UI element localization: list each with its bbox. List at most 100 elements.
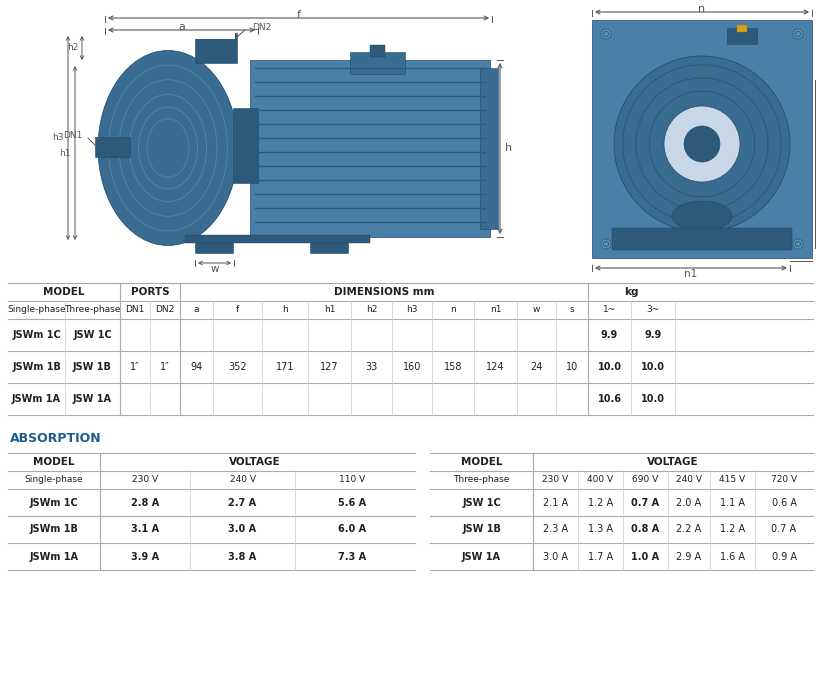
Text: Single-phase: Single-phase bbox=[25, 475, 83, 485]
Text: 171: 171 bbox=[276, 362, 294, 372]
Text: h: h bbox=[282, 306, 288, 314]
Text: DN1: DN1 bbox=[126, 306, 144, 314]
Text: h3: h3 bbox=[406, 306, 418, 314]
Text: 3.9 A: 3.9 A bbox=[131, 551, 159, 562]
Text: 9.9: 9.9 bbox=[601, 330, 618, 340]
Text: 1~: 1~ bbox=[603, 306, 616, 314]
Text: 1.1 A: 1.1 A bbox=[720, 498, 745, 507]
Text: VOLTAGE: VOLTAGE bbox=[647, 457, 699, 467]
Text: 2.2 A: 2.2 A bbox=[677, 524, 702, 534]
Text: JSWm 1C: JSWm 1C bbox=[30, 498, 78, 507]
Text: 158: 158 bbox=[443, 362, 462, 372]
Text: 3.0 A: 3.0 A bbox=[228, 524, 256, 534]
Text: MODEL: MODEL bbox=[461, 457, 502, 467]
Circle shape bbox=[793, 239, 803, 249]
Bar bbox=[185, 235, 370, 243]
Text: JSW 1A: JSW 1A bbox=[73, 394, 112, 404]
Text: 10.6: 10.6 bbox=[598, 394, 621, 404]
Text: JSW 1C: JSW 1C bbox=[462, 498, 501, 507]
Text: n: n bbox=[699, 4, 705, 14]
Text: 9.9: 9.9 bbox=[644, 330, 662, 340]
Text: 240 V: 240 V bbox=[230, 475, 255, 485]
Text: s: s bbox=[820, 134, 821, 144]
Bar bbox=[218, 30, 226, 38]
Text: JSWm 1A: JSWm 1A bbox=[12, 394, 61, 404]
Text: DN2: DN2 bbox=[155, 306, 175, 314]
Text: 3.8 A: 3.8 A bbox=[228, 551, 257, 562]
Text: 2.7 A: 2.7 A bbox=[228, 498, 256, 507]
Bar bbox=[195, 235, 233, 253]
Text: 352: 352 bbox=[228, 362, 247, 372]
Text: 2.0 A: 2.0 A bbox=[677, 498, 702, 507]
Text: kg: kg bbox=[624, 287, 639, 297]
Text: f: f bbox=[236, 306, 239, 314]
Circle shape bbox=[684, 126, 720, 162]
Text: 3.0 A: 3.0 A bbox=[543, 551, 568, 562]
Bar bbox=[737, 25, 747, 32]
Text: ABSORPTION: ABSORPTION bbox=[10, 431, 102, 445]
Ellipse shape bbox=[98, 50, 238, 246]
Text: h2: h2 bbox=[366, 306, 377, 314]
Text: h3: h3 bbox=[53, 134, 64, 143]
Circle shape bbox=[793, 29, 803, 39]
Text: JSWm 1A: JSWm 1A bbox=[30, 551, 79, 562]
Ellipse shape bbox=[672, 201, 732, 231]
Text: MODEL: MODEL bbox=[33, 457, 75, 467]
Text: w: w bbox=[210, 264, 218, 274]
Bar bbox=[592, 20, 812, 258]
Text: 400 V: 400 V bbox=[588, 475, 613, 485]
Text: h1: h1 bbox=[59, 149, 71, 158]
Bar bbox=[250, 60, 490, 237]
Bar bbox=[480, 68, 498, 229]
Text: 160: 160 bbox=[403, 362, 421, 372]
Text: 10: 10 bbox=[566, 362, 578, 372]
Text: VOLTAGE: VOLTAGE bbox=[229, 457, 281, 467]
Bar bbox=[310, 235, 348, 253]
Text: 5.6 A: 5.6 A bbox=[338, 498, 366, 507]
Text: h: h bbox=[505, 143, 512, 153]
Text: f: f bbox=[296, 10, 300, 20]
Text: 127: 127 bbox=[320, 362, 339, 372]
Bar bbox=[95, 137, 130, 157]
Text: DIMENSIONS mm: DIMENSIONS mm bbox=[334, 287, 434, 297]
Text: Three-phase: Three-phase bbox=[64, 306, 121, 314]
Text: 3~: 3~ bbox=[646, 306, 659, 314]
Text: n: n bbox=[450, 306, 456, 314]
Text: 1.3 A: 1.3 A bbox=[588, 524, 613, 534]
Text: 690 V: 690 V bbox=[632, 475, 658, 485]
Text: JSWm 1C: JSWm 1C bbox=[12, 330, 61, 340]
Text: 3.1 A: 3.1 A bbox=[131, 524, 159, 534]
Text: 24: 24 bbox=[530, 362, 543, 372]
Text: 1″: 1″ bbox=[130, 362, 140, 372]
Text: DN1: DN1 bbox=[62, 130, 82, 139]
Bar bbox=[727, 28, 757, 44]
Circle shape bbox=[601, 239, 611, 249]
Text: 0.7 A: 0.7 A bbox=[772, 524, 796, 534]
Text: 240 V: 240 V bbox=[676, 475, 702, 485]
Text: 2.9 A: 2.9 A bbox=[677, 551, 702, 562]
Text: 230 V: 230 V bbox=[132, 475, 158, 485]
Text: a: a bbox=[178, 22, 185, 32]
Text: s: s bbox=[570, 306, 575, 314]
Text: 720 V: 720 V bbox=[771, 475, 797, 485]
Text: JSWm 1B: JSWm 1B bbox=[12, 362, 61, 372]
Text: 0.6 A: 0.6 A bbox=[772, 498, 796, 507]
Text: 415 V: 415 V bbox=[719, 475, 745, 485]
Text: 1.2 A: 1.2 A bbox=[588, 498, 613, 507]
Text: 0.7 A: 0.7 A bbox=[631, 498, 659, 507]
Text: a: a bbox=[194, 306, 200, 314]
Text: 1″: 1″ bbox=[160, 362, 170, 372]
Circle shape bbox=[601, 29, 611, 39]
Bar bbox=[350, 52, 405, 74]
Bar bbox=[370, 45, 385, 57]
Text: 124: 124 bbox=[486, 362, 505, 372]
Text: Three-phase: Three-phase bbox=[453, 475, 510, 485]
Text: w: w bbox=[533, 306, 540, 314]
Text: DN2: DN2 bbox=[252, 24, 271, 33]
Text: 10.0: 10.0 bbox=[598, 362, 621, 372]
Text: 6.0 A: 6.0 A bbox=[338, 524, 366, 534]
Bar bbox=[195, 33, 237, 63]
Text: PORTS: PORTS bbox=[131, 287, 169, 297]
Text: h2: h2 bbox=[67, 43, 78, 52]
Text: 10.0: 10.0 bbox=[641, 394, 665, 404]
